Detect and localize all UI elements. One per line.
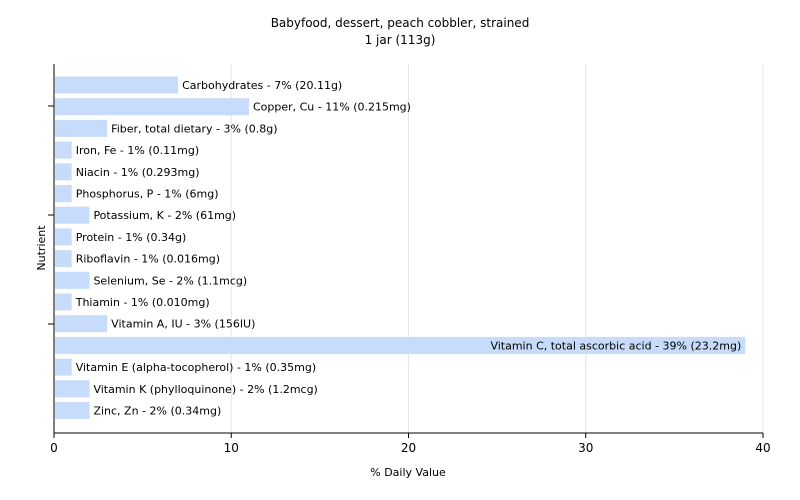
x-tick-label: 40 [755,441,770,455]
bar [55,271,90,289]
bar-label: Vitamin K (phylloquinone) - 2% (1.2mcg) [93,383,317,396]
axes-group: 0 10 20 30 40 [48,64,771,455]
bar [55,402,90,419]
bar [55,141,72,159]
bar-label: Zinc, Zn - 2% (0.34mg) [93,405,221,418]
bar [55,119,108,137]
grid-lines [230,64,764,433]
bar-label: Selenium, Se - 2% (1.1mcg) [93,274,247,287]
bar [55,98,249,116]
bar-label: Vitamin A, IU - 3% (156IU) [111,318,255,331]
bar-label: Vitamin C, total ascorbic acid - 39% (23… [490,339,741,352]
bar-label: Carbohydrates - 7% (20.11g) [182,79,342,92]
y-axis-label: Nutrient [35,225,48,271]
bar [55,293,72,311]
bar-label: Iron, Fe - 1% (0.11mg) [76,144,199,157]
bar-label: Protein - 1% (0.34g) [76,231,187,244]
bar [55,185,72,202]
bar [55,76,179,94]
bar-label: Fiber, total dietary - 3% (0.8g) [111,122,277,135]
x-tick-label: 10 [224,441,239,455]
x-tick-label: 20 [401,441,416,455]
bar [55,315,108,333]
bar [55,163,72,181]
x-tick-label: 30 [578,441,593,455]
bar-label: Copper, Cu - 11% (0.215mg) [253,101,411,114]
bar [55,228,72,246]
bar [55,336,746,354]
bar [55,358,72,376]
x-tick-label: 0 [50,441,58,455]
chart-title: Babyfood, dessert, peach cobbler, strain… [271,16,530,30]
bar [55,250,72,268]
bar-label: Niacin - 1% (0.293mg) [76,166,200,179]
bar-label: Vitamin E (alpha-tocopherol) - 1% (0.35m… [76,361,316,374]
bar-label: Phosphorus, P - 1% (6mg) [76,188,219,201]
bar-label: Thiamin - 1% (0.010mg) [75,296,210,309]
bar [55,206,90,224]
x-axis-label: % Daily Value [370,466,446,479]
chart-subtitle: 1 jar (113g) [365,33,436,47]
bar-label: Riboflavin - 1% (0.016mg) [76,253,220,266]
bar [55,380,90,398]
bars-group: Carbohydrates - 7% (20.11g) Copper, Cu - … [55,76,746,419]
bar-label: Potassium, K - 2% (61mg) [93,209,236,222]
